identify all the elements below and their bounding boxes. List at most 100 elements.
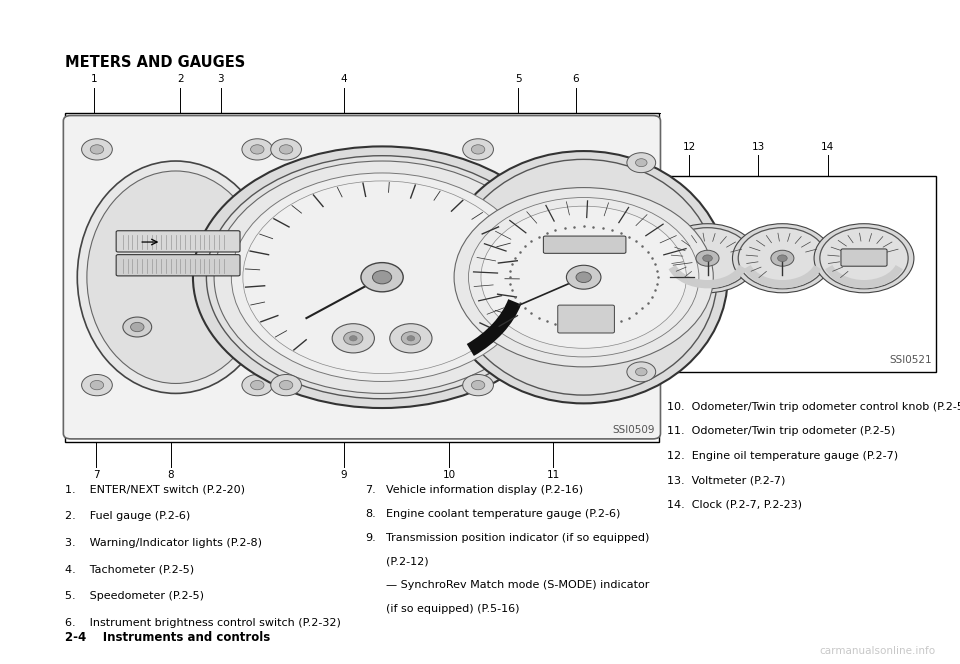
Text: 4.    Tachometer (P.2-5): 4. Tachometer (P.2-5)	[65, 564, 195, 574]
Text: 6.    Instrument brightness control switch (P.2-32): 6. Instrument brightness control switch …	[65, 618, 341, 627]
Circle shape	[627, 153, 656, 173]
Circle shape	[468, 197, 699, 357]
Text: Engine coolant temperature gauge (P.2-6): Engine coolant temperature gauge (P.2-6)	[386, 509, 620, 519]
Circle shape	[271, 374, 301, 396]
Circle shape	[361, 262, 403, 291]
Circle shape	[407, 335, 415, 341]
Text: 3.    Warning/Indicator lights (P.2-8): 3. Warning/Indicator lights (P.2-8)	[65, 538, 262, 548]
Circle shape	[251, 380, 264, 390]
Circle shape	[279, 380, 293, 390]
FancyBboxPatch shape	[65, 113, 659, 442]
Circle shape	[636, 159, 647, 167]
Circle shape	[703, 255, 712, 262]
Text: METERS AND GAUGES: METERS AND GAUGES	[65, 54, 246, 70]
Circle shape	[243, 181, 521, 373]
FancyBboxPatch shape	[116, 230, 240, 252]
Circle shape	[231, 173, 533, 381]
Circle shape	[251, 145, 264, 154]
Text: 1: 1	[91, 74, 97, 84]
Text: 5.    Speedometer (P.2-5): 5. Speedometer (P.2-5)	[65, 591, 204, 601]
Ellipse shape	[440, 151, 728, 403]
FancyBboxPatch shape	[63, 116, 660, 439]
Ellipse shape	[87, 171, 265, 383]
Text: carmanualsonline.info: carmanualsonline.info	[820, 646, 936, 656]
Text: 9.: 9.	[365, 533, 375, 542]
Circle shape	[401, 331, 420, 345]
FancyBboxPatch shape	[841, 249, 887, 266]
Text: 2.    Fuel gauge (P.2-6): 2. Fuel gauge (P.2-6)	[65, 511, 190, 521]
Text: 13: 13	[752, 142, 765, 152]
FancyBboxPatch shape	[667, 176, 936, 372]
Text: 5: 5	[516, 74, 521, 84]
Text: 12.  Engine oil temperature gauge (P.2-7): 12. Engine oil temperature gauge (P.2-7)	[667, 451, 899, 461]
Text: SSI0521: SSI0521	[890, 355, 932, 365]
Circle shape	[696, 250, 719, 266]
Text: 14.  Clock (P.2-7, P.2-23): 14. Clock (P.2-7, P.2-23)	[667, 500, 803, 510]
Circle shape	[732, 224, 832, 293]
Text: 8: 8	[168, 470, 174, 480]
Text: 10: 10	[443, 470, 456, 480]
Circle shape	[372, 271, 392, 284]
Circle shape	[463, 374, 493, 396]
Circle shape	[390, 323, 432, 353]
Circle shape	[82, 374, 112, 396]
Text: 7.: 7.	[365, 485, 375, 495]
Circle shape	[820, 228, 908, 289]
Circle shape	[627, 362, 656, 382]
Circle shape	[636, 368, 647, 376]
Circle shape	[454, 187, 713, 367]
Circle shape	[814, 224, 914, 293]
Circle shape	[206, 155, 558, 398]
Text: (P.2-12): (P.2-12)	[386, 556, 428, 566]
Text: 8.: 8.	[365, 509, 375, 519]
Circle shape	[566, 265, 601, 289]
Text: 2: 2	[178, 74, 183, 84]
Circle shape	[576, 272, 591, 283]
Circle shape	[90, 380, 104, 390]
Circle shape	[90, 145, 104, 154]
FancyBboxPatch shape	[116, 254, 240, 276]
Circle shape	[279, 145, 293, 154]
Circle shape	[663, 228, 752, 289]
Text: 14: 14	[821, 142, 834, 152]
Circle shape	[481, 206, 686, 348]
Circle shape	[463, 139, 493, 160]
Text: 3: 3	[218, 74, 224, 84]
Circle shape	[131, 322, 144, 331]
FancyBboxPatch shape	[558, 305, 614, 333]
Text: 6: 6	[573, 74, 579, 84]
Text: (if so equipped) (P.5-16): (if so equipped) (P.5-16)	[386, 604, 519, 614]
Text: 13.  Voltmeter (P.2-7): 13. Voltmeter (P.2-7)	[667, 475, 785, 485]
Text: Vehicle information display (P.2-16): Vehicle information display (P.2-16)	[386, 485, 583, 495]
Ellipse shape	[450, 159, 717, 395]
Circle shape	[242, 139, 273, 160]
Text: 11: 11	[546, 470, 560, 480]
Text: — SynchroRev Match mode (S-MODE) indicator: — SynchroRev Match mode (S-MODE) indicat…	[386, 580, 649, 590]
Text: 9: 9	[341, 470, 347, 480]
Text: Transmission position indicator (if so equipped): Transmission position indicator (if so e…	[386, 533, 649, 542]
Text: 12: 12	[683, 142, 696, 152]
Circle shape	[471, 380, 485, 390]
Circle shape	[123, 317, 152, 337]
FancyBboxPatch shape	[543, 236, 626, 253]
Circle shape	[193, 147, 571, 408]
Text: SSI0509: SSI0509	[612, 425, 655, 435]
Text: 7: 7	[93, 470, 99, 480]
Circle shape	[344, 331, 363, 345]
Ellipse shape	[78, 161, 275, 393]
Circle shape	[242, 374, 273, 396]
Circle shape	[332, 323, 374, 353]
Circle shape	[771, 250, 794, 266]
Circle shape	[82, 139, 112, 160]
Circle shape	[738, 228, 827, 289]
Circle shape	[658, 224, 757, 293]
Text: 10.  Odometer/Twin trip odometer control knob (P.2-5): 10. Odometer/Twin trip odometer control …	[667, 402, 960, 412]
Text: 11.  Odometer/Twin trip odometer (P.2-5): 11. Odometer/Twin trip odometer (P.2-5)	[667, 426, 896, 436]
Circle shape	[349, 335, 357, 341]
Circle shape	[214, 161, 550, 393]
Text: 2-4    Instruments and controls: 2-4 Instruments and controls	[65, 631, 271, 644]
Circle shape	[271, 139, 301, 160]
Circle shape	[471, 145, 485, 154]
Text: 4: 4	[341, 74, 347, 84]
Text: 1.    ENTER/NEXT switch (P.2-20): 1. ENTER/NEXT switch (P.2-20)	[65, 485, 246, 495]
